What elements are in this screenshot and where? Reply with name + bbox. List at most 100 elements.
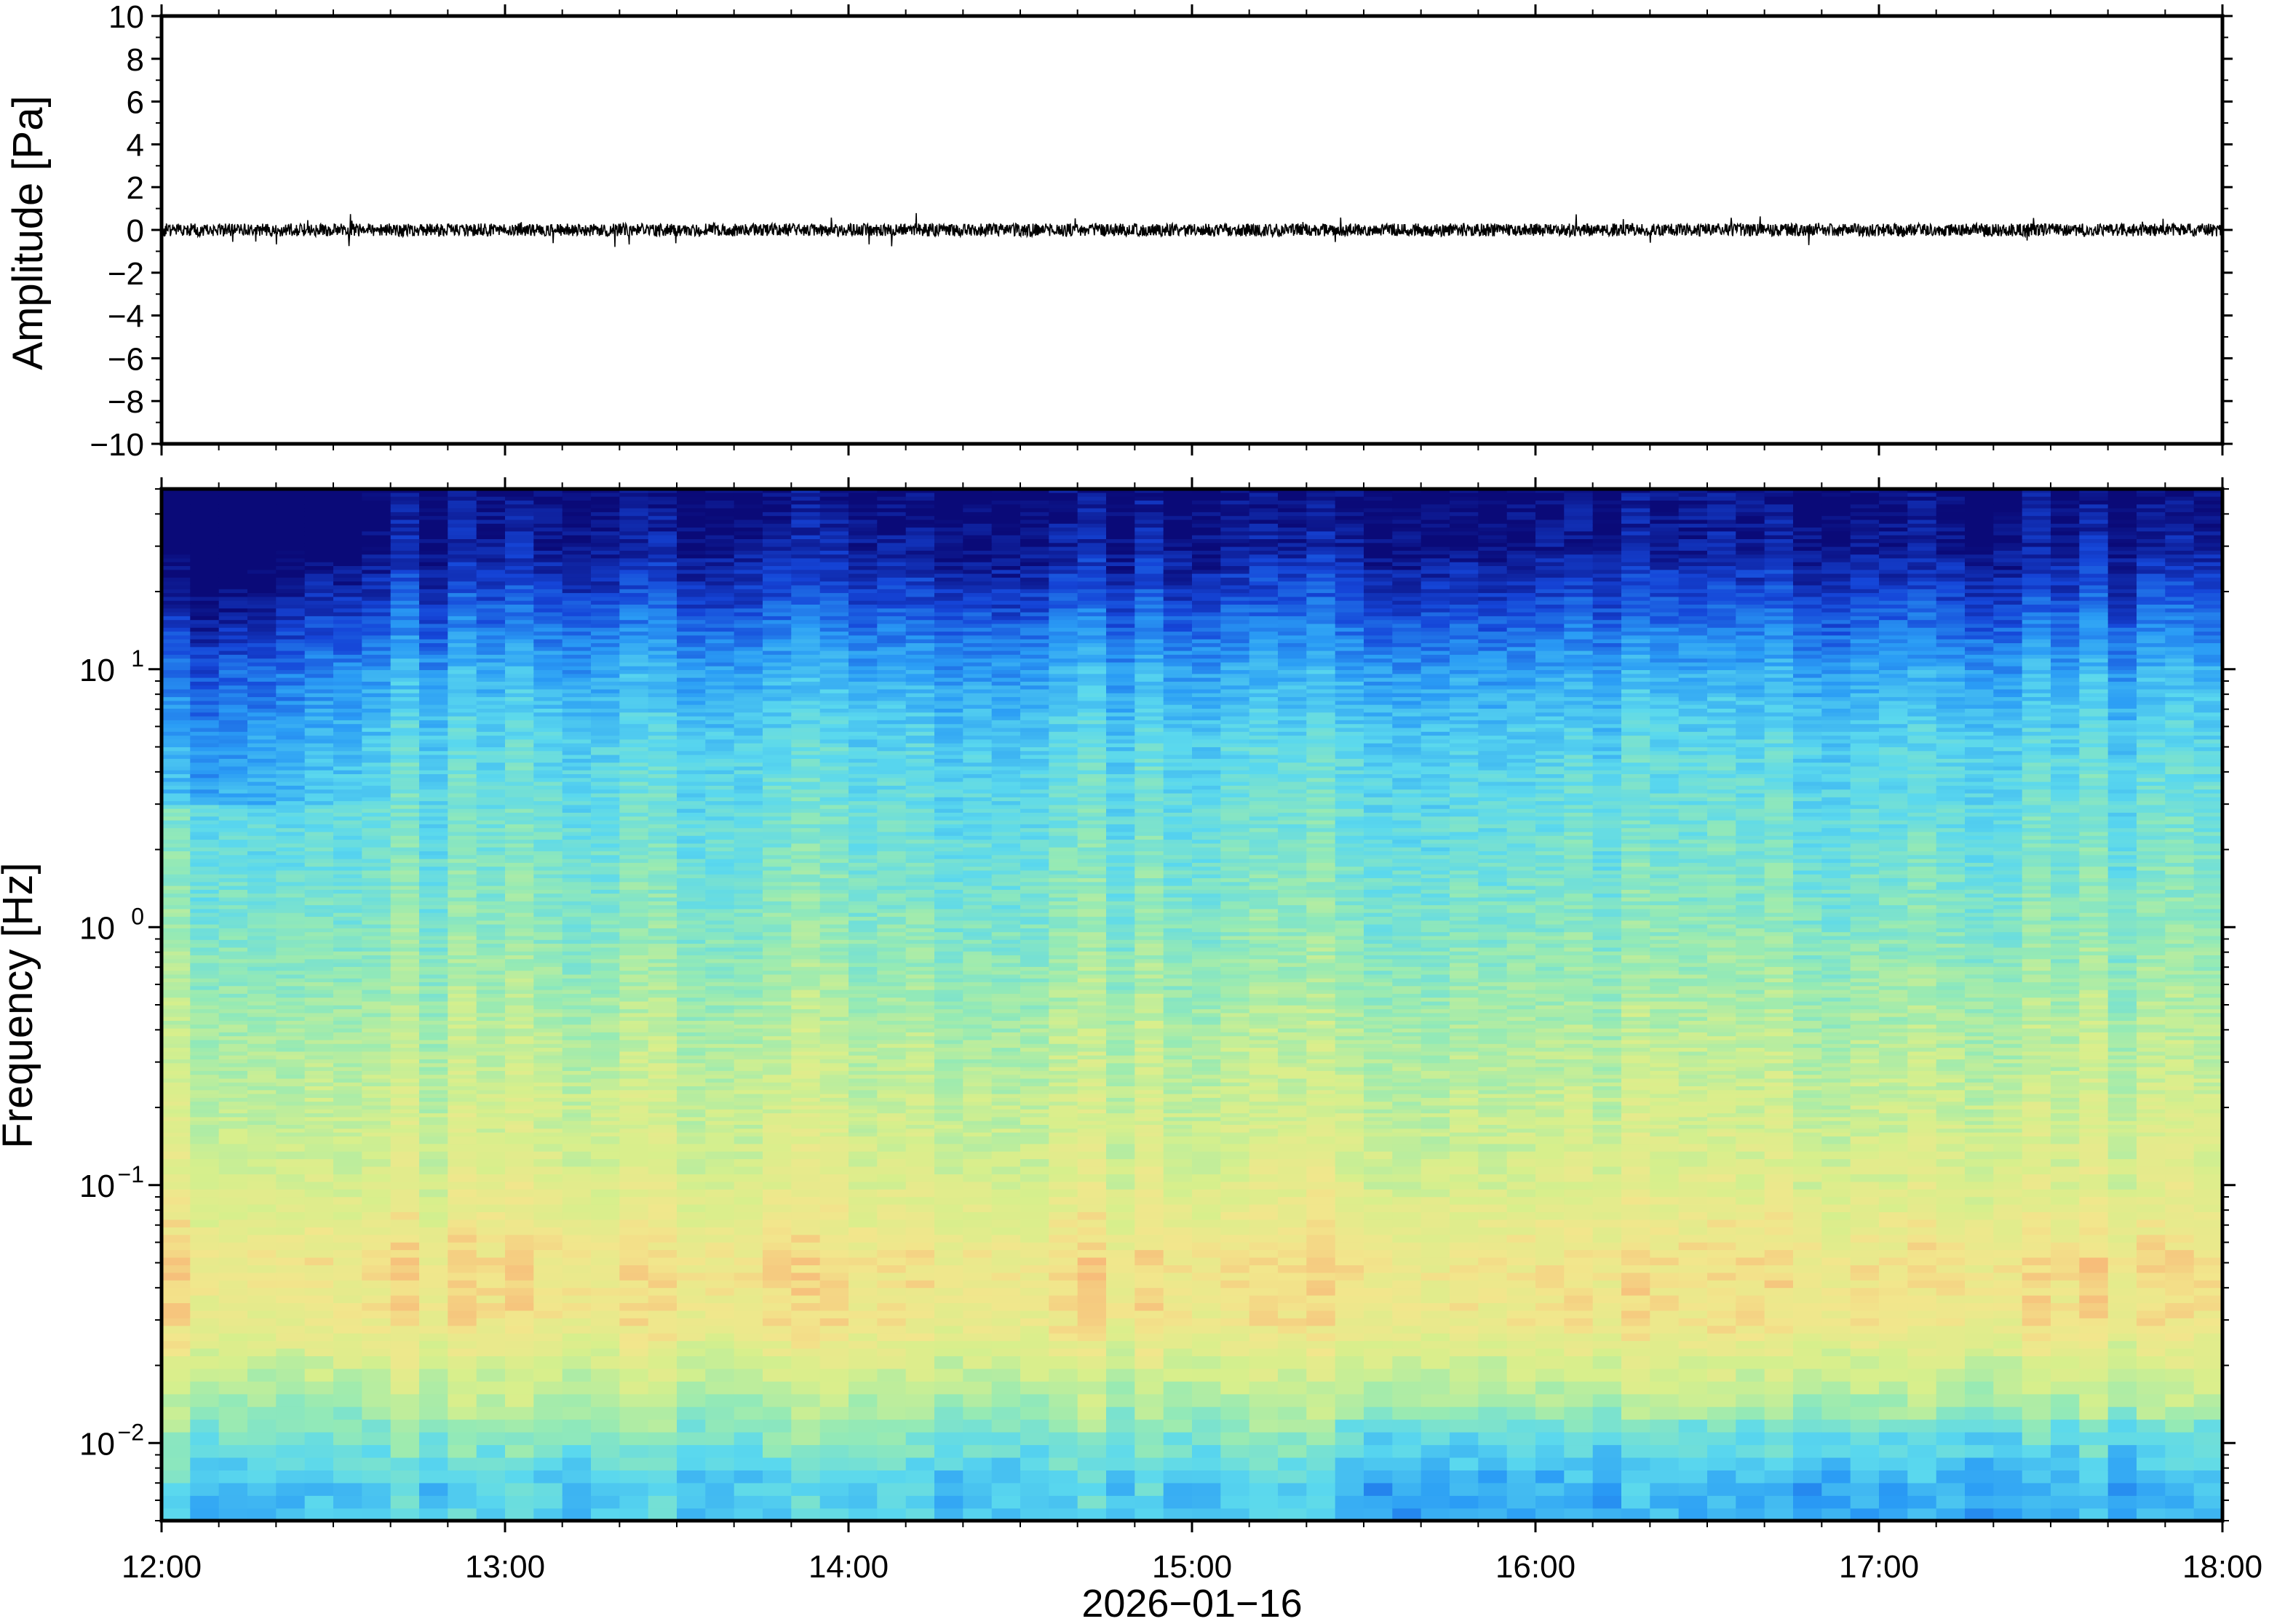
spectrogram-cell [705, 673, 735, 678]
spectrogram-cell [791, 512, 821, 517]
spectrogram-cell [247, 943, 277, 948]
spectrogram-cell [677, 577, 707, 582]
spectrogram-cell [705, 982, 735, 987]
spectrogram-cell [677, 966, 707, 971]
spectrogram-cell [218, 1166, 248, 1174]
spectrogram-cell [448, 1124, 477, 1129]
spectrogram-cell [419, 581, 449, 586]
spectrogram-cell [763, 731, 792, 736]
spectrogram-cell [419, 696, 449, 701]
spectrogram-cell [505, 1074, 535, 1079]
spectrogram-cell [705, 534, 735, 539]
spectrogram-cell [763, 646, 792, 651]
spectrogram-cell [734, 634, 763, 640]
spectrogram-cell [276, 1495, 306, 1509]
spectrogram-cell [505, 754, 535, 759]
spectrogram-cell [476, 742, 506, 747]
spectrogram-cell [333, 1457, 363, 1470]
spectrogram-cell [677, 503, 707, 509]
spectrogram-cell [763, 1124, 792, 1129]
spectrogram-cell [763, 627, 792, 632]
spectrogram-cell [505, 731, 535, 736]
spectrogram-cell [591, 681, 621, 686]
spectrogram-cell [533, 1189, 563, 1198]
spectrogram-cell [333, 731, 363, 736]
spectrogram-cell [218, 1112, 248, 1118]
spectrogram-cell [247, 889, 277, 894]
spectrogram-cell [162, 638, 191, 643]
spectrogram-cell [162, 1318, 191, 1326]
spectrogram-cell [276, 1318, 306, 1326]
spectrogram-cell [476, 495, 506, 501]
spectrogram-cell [734, 812, 763, 817]
spectrogram-cell [476, 1241, 506, 1251]
spectrogram-cell [791, 1431, 821, 1446]
spectrogram-cell [763, 912, 792, 917]
spectrogram-cell [390, 704, 420, 709]
spectrogram-cell [476, 1174, 506, 1182]
spectrogram-cell [390, 665, 420, 670]
spectrogram-cell [190, 561, 220, 566]
spectrogram-cell [648, 792, 677, 797]
spectrogram-cell [304, 1027, 334, 1032]
spectrogram-cell [333, 1074, 363, 1079]
spectrogram-cell [390, 920, 420, 925]
spectrogram-cell [734, 1128, 763, 1133]
spectrogram-cell [276, 893, 306, 898]
spectrogram-cell [247, 765, 277, 771]
spectrogram-cell [562, 908, 592, 913]
spectrogram-cell [419, 873, 449, 878]
spectrogram-cell [763, 1054, 792, 1059]
spectrogram-cell [677, 1393, 707, 1407]
spectrogram-cell [619, 1340, 649, 1349]
spectrogram-cell [763, 1136, 792, 1145]
spectrogram-cell [448, 1051, 477, 1056]
spectrogram-cell [677, 1181, 707, 1190]
spectrogram-cell [533, 627, 563, 632]
spectrogram-cell [218, 658, 248, 663]
spectrogram-cell [476, 1196, 506, 1205]
spectrogram-cell [162, 1508, 191, 1521]
spectrogram-cell [505, 1249, 535, 1258]
spectrogram-cell [419, 742, 449, 747]
spectrogram-cell [476, 577, 506, 582]
spectrogram-cell [533, 658, 563, 663]
spectrogram-cell [734, 851, 763, 856]
spectrogram-cell [333, 1008, 363, 1014]
spectrogram-cell [390, 912, 420, 917]
spectrogram-cell [791, 1470, 821, 1484]
spectrogram-cell [677, 627, 707, 632]
spectrogram-cell [648, 1381, 677, 1395]
spectrogram-cell [734, 600, 763, 605]
spectrogram-cell [218, 777, 248, 782]
spectrogram-cell [505, 723, 535, 728]
spectrogram-cell [190, 1272, 220, 1281]
spectrogram-cell [591, 727, 621, 732]
spectrogram-cell [162, 565, 191, 570]
spectrogram-cell [162, 955, 191, 960]
spectrogram-cell [562, 646, 592, 651]
spectrogram-cell [419, 677, 449, 682]
spectrogram-cell [476, 1158, 506, 1167]
spectrogram-cell [763, 1070, 792, 1075]
spectrogram-cell [533, 584, 563, 589]
spectrogram-cell [763, 634, 792, 640]
spectrogram-cell [705, 554, 735, 559]
spectrogram-cell [533, 947, 563, 952]
spectrogram-cell [448, 1158, 477, 1167]
spectrogram-cell [362, 1310, 392, 1318]
spectrogram-cell [763, 1174, 792, 1182]
spectrogram-cell [648, 592, 677, 597]
spectrogram-cell [362, 993, 392, 998]
spectrogram-cell [190, 808, 220, 813]
spectrogram-cell [533, 611, 563, 616]
spectrogram-cell [591, 1066, 621, 1071]
spectrogram-cell [362, 869, 392, 875]
spectrogram-cell [333, 812, 363, 817]
spectrogram-cell [791, 904, 821, 909]
spectrogram-cell [705, 947, 735, 952]
spectrogram-cell [591, 947, 621, 952]
spectrogram-cell [677, 507, 707, 512]
spectrogram-cell [304, 720, 334, 725]
